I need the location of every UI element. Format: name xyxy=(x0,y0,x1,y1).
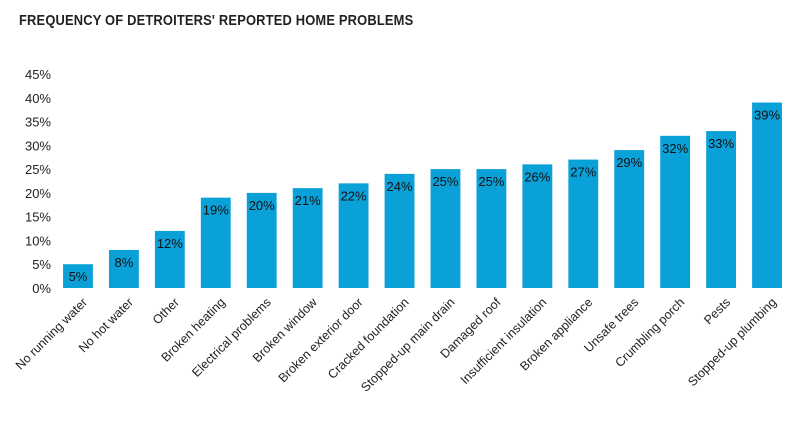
data-label: 27% xyxy=(570,165,596,180)
data-label: 33% xyxy=(708,136,734,151)
category-label: Pests xyxy=(701,295,733,327)
bar-2 xyxy=(108,249,139,288)
category-label: Insufficient insulation xyxy=(458,295,550,387)
bar-10 xyxy=(476,169,507,288)
bar-9 xyxy=(430,169,461,288)
y-tick-label: 5% xyxy=(32,257,51,272)
data-label: 29% xyxy=(616,155,642,170)
data-label: 24% xyxy=(387,179,413,194)
y-tick-label: 30% xyxy=(25,138,51,153)
data-label: 32% xyxy=(662,141,688,156)
data-label: 12% xyxy=(157,236,183,251)
data-label: 22% xyxy=(341,188,367,203)
bar-16 xyxy=(752,102,782,289)
chart-title: FREQUENCY OF DETROITERS' REPORTED HOME P… xyxy=(19,12,414,29)
data-label: 8% xyxy=(115,255,134,270)
category-label: Other xyxy=(150,295,182,327)
category-label: Electrical problems xyxy=(189,295,274,380)
bar-13 xyxy=(614,150,645,288)
category-label: Broken exterior door xyxy=(276,295,366,385)
data-label: 26% xyxy=(524,169,550,184)
bar-11 xyxy=(522,164,553,288)
bar-3 xyxy=(154,230,185,288)
data-label: 21% xyxy=(295,193,321,208)
bar-5 xyxy=(246,192,277,288)
y-tick-label: 40% xyxy=(25,91,51,106)
category-label: Cracked foundation xyxy=(325,295,412,382)
y-tick-label: 25% xyxy=(25,162,51,177)
data-label: 39% xyxy=(754,108,780,123)
data-label: 5% xyxy=(69,269,88,284)
data-label: 25% xyxy=(432,174,458,189)
data-label: 20% xyxy=(249,198,275,213)
bar-14 xyxy=(660,135,691,288)
bar-12 xyxy=(568,159,599,288)
data-label: 19% xyxy=(203,203,229,218)
y-tick-label: 15% xyxy=(25,210,51,225)
y-tick-label: 0% xyxy=(32,281,51,296)
y-tick-label: 10% xyxy=(25,233,51,248)
y-tick-label: 45% xyxy=(25,67,51,82)
bar-7 xyxy=(338,183,369,288)
bar-1 xyxy=(63,264,93,288)
y-tick-label: 20% xyxy=(25,186,51,201)
bar-6 xyxy=(292,188,323,288)
y-tick-label: 35% xyxy=(25,115,51,130)
category-label: Stopped-up plumbing xyxy=(685,295,779,389)
bar-15 xyxy=(706,131,737,288)
bar-8 xyxy=(384,173,415,288)
data-label: 25% xyxy=(478,174,504,189)
category-label: No running water xyxy=(13,295,90,372)
bar-4 xyxy=(200,197,231,288)
